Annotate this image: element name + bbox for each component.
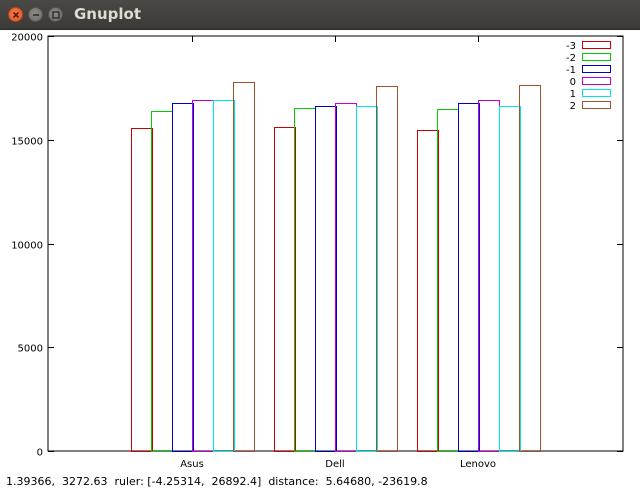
bar[interactable] bbox=[213, 100, 235, 452]
legend-swatch bbox=[582, 77, 611, 85]
legend-label: 2 bbox=[570, 101, 576, 112]
bar[interactable] bbox=[417, 130, 439, 452]
legend-swatch bbox=[582, 89, 611, 97]
legend-swatch bbox=[582, 53, 611, 61]
plot-canvas[interactable]: 0 5000 10000 15000 20000 Asus Dell Lenovo -3-2-1… bbox=[0, 29, 640, 472]
close-icon bbox=[12, 11, 20, 19]
legend-label: 1 bbox=[570, 89, 576, 100]
y-tick-label: 15000 bbox=[11, 137, 43, 148]
minimize-icon bbox=[33, 14, 39, 16]
bar[interactable] bbox=[151, 111, 173, 452]
bar[interactable] bbox=[233, 82, 255, 452]
bar[interactable] bbox=[335, 103, 357, 452]
window-titlebar: Gnuplot bbox=[0, 0, 640, 30]
y-tick-label: 10000 bbox=[11, 241, 43, 252]
bar[interactable] bbox=[294, 108, 316, 452]
legend-swatch bbox=[582, 65, 611, 73]
legend-label: -3 bbox=[566, 41, 576, 52]
x-tick-label: Dell bbox=[325, 459, 344, 470]
legend-swatch bbox=[582, 101, 611, 109]
x-tick-label: Asus bbox=[180, 459, 204, 470]
bar[interactable] bbox=[274, 127, 296, 452]
bar[interactable] bbox=[458, 103, 480, 452]
x-tick-label: Lenovo bbox=[460, 459, 496, 470]
bar[interactable] bbox=[437, 109, 459, 452]
bar[interactable] bbox=[192, 100, 214, 452]
bar[interactable] bbox=[478, 100, 500, 452]
window-title: Gnuplot bbox=[74, 5, 142, 23]
y-tick-label: 20000 bbox=[11, 33, 43, 44]
maximize-window-button[interactable] bbox=[48, 7, 63, 22]
minimize-window-button[interactable] bbox=[28, 7, 43, 22]
legend-swatch bbox=[582, 41, 611, 49]
maximize-icon bbox=[52, 11, 60, 19]
status-coordinates: 1.39366, 3272.63 ruler: [-4.25314, 26892… bbox=[6, 475, 428, 488]
bar[interactable] bbox=[376, 86, 398, 452]
bar[interactable] bbox=[315, 106, 337, 452]
status-bar: 1.39366, 3272.63 ruler: [-4.25314, 26892… bbox=[0, 472, 640, 491]
legend-label: 0 bbox=[570, 77, 576, 88]
bar[interactable] bbox=[519, 85, 541, 452]
legend-label: -2 bbox=[566, 53, 576, 64]
legend-label: -1 bbox=[566, 65, 576, 76]
bar[interactable] bbox=[499, 106, 521, 452]
bar[interactable] bbox=[356, 106, 378, 452]
bar[interactable] bbox=[172, 103, 194, 452]
y-tick-label: 5000 bbox=[18, 344, 43, 355]
close-window-button[interactable] bbox=[8, 7, 23, 22]
bar[interactable] bbox=[131, 128, 153, 452]
y-tick-label: 0 bbox=[37, 448, 43, 459]
